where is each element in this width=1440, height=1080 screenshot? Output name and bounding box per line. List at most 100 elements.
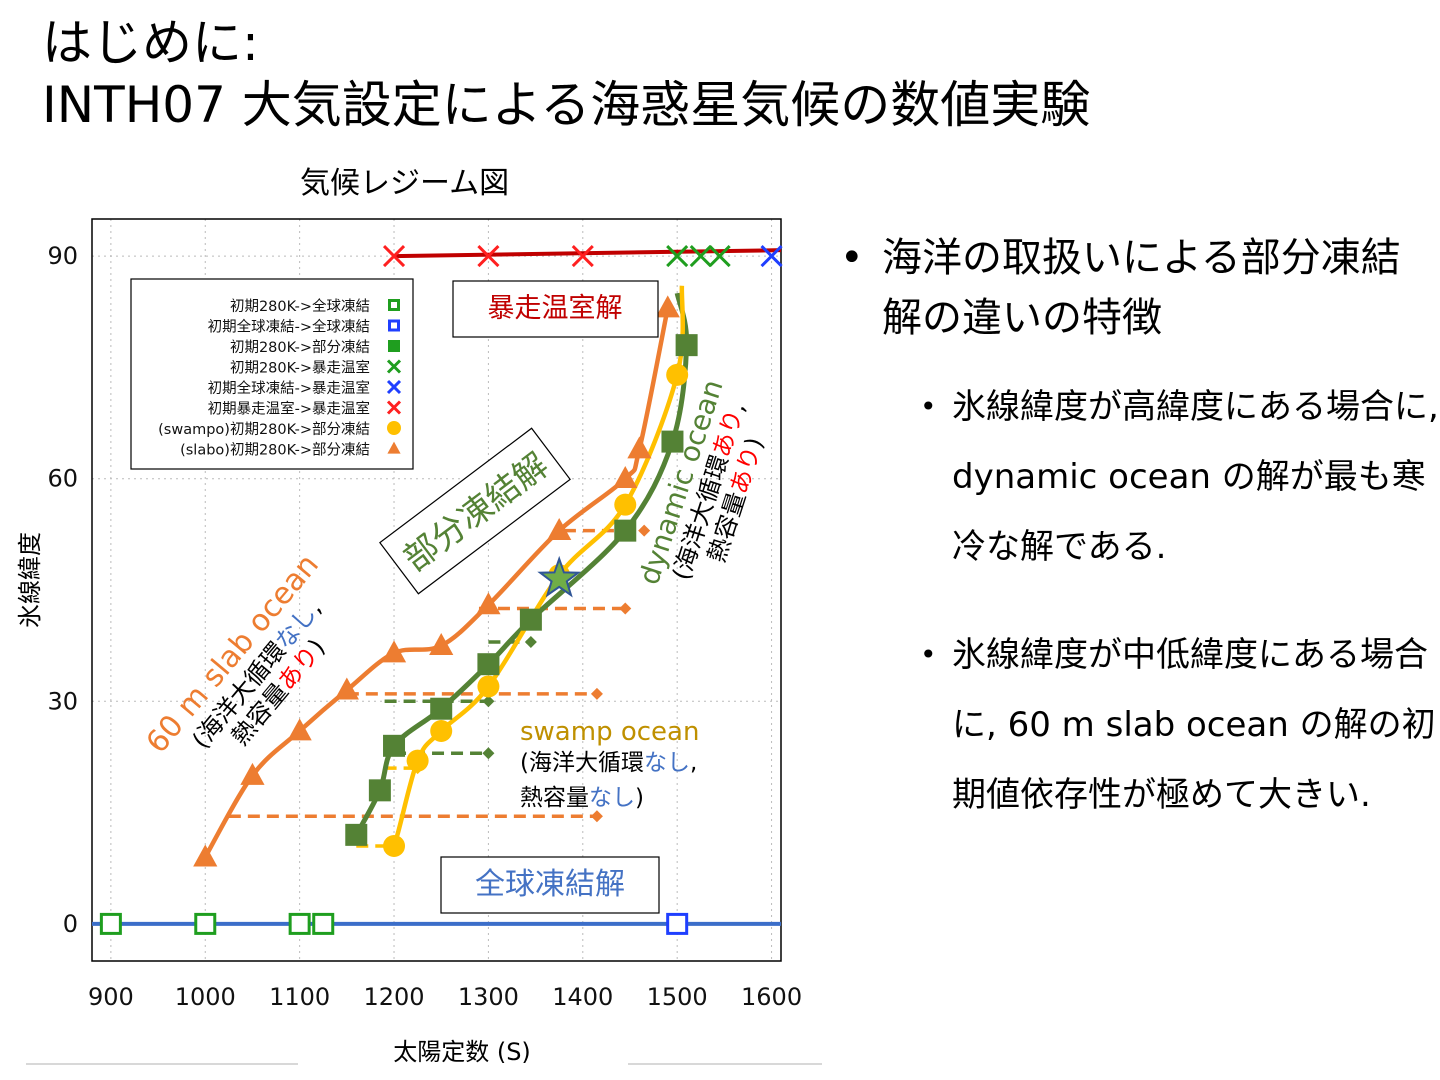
runaway-label: 暴走温室解	[488, 293, 623, 324]
hysteresis-dash-end	[638, 524, 651, 537]
hysteresis-dash-end	[590, 687, 603, 700]
legend-entry-marker	[388, 299, 400, 311]
data-marks	[99, 245, 783, 935]
data-point	[383, 834, 406, 857]
hysteresis-dash-end	[524, 635, 537, 648]
x-tick-label: 1000	[175, 983, 236, 1011]
bullet-main: 海洋の取扱いによる部分凍結解の違いの特徴	[840, 228, 1440, 348]
slide-title: はじめに: INTH07 大気設定による海惑星気候の数値実験	[42, 12, 1090, 136]
data-point	[613, 466, 638, 489]
title-line-2: INTH07 大気設定による海惑星気候の数値実験	[42, 76, 1091, 134]
bullet-sub-1: 氷線緯度が高緯度にある場合に, dynamic ocean の解が最も寒冷な解で…	[920, 372, 1440, 582]
data-point	[287, 718, 312, 741]
legend-entry-label: 初期全球凍結->暴走温室	[208, 379, 370, 397]
legend-entry-label: 初期全球凍結->全球凍結	[208, 318, 370, 336]
hysteresis-dash-end	[482, 747, 495, 760]
y-tick-label: 90	[47, 242, 78, 270]
x-tick-label: 900	[88, 983, 134, 1011]
legend-entry-marker	[387, 421, 401, 435]
partial-box	[379, 427, 571, 595]
swamp-desc-line1: (海洋大循環なし,	[520, 750, 697, 776]
chart-title: 気候レジーム図	[300, 166, 510, 201]
slab-ocean-curve	[203, 307, 670, 859]
y-tick-label: 60	[47, 465, 78, 493]
data-point	[760, 245, 783, 268]
data-point	[430, 719, 453, 742]
hysteresis-dash-end	[482, 695, 495, 708]
data-point	[666, 245, 689, 268]
x-tick-label: 1400	[552, 983, 613, 1011]
title-line-1: はじめに:	[42, 14, 259, 72]
data-point	[240, 762, 265, 785]
y-tick-label: 0	[63, 910, 78, 938]
footer-rule-left	[26, 1063, 298, 1065]
legend-entry-label: (slabo)初期280K->部分凍結	[180, 442, 370, 459]
data-point	[193, 844, 218, 867]
data-point	[666, 363, 689, 386]
legend-entry-marker	[388, 319, 400, 332]
hysteresis-dash-end	[590, 810, 603, 823]
data-point	[661, 430, 684, 453]
data-point	[614, 493, 637, 516]
data-point	[477, 653, 500, 676]
tick-labels: 900 1000 1100 1200 1300 1400 1500 1600 0 30 60 90	[47, 242, 802, 1011]
snowball-box	[440, 856, 660, 914]
bullet-list: 海洋の取扱いによる部分凍結解の違いの特徴 氷線緯度が高緯度にある場合に, dyn…	[840, 228, 1440, 830]
data-point	[477, 245, 500, 268]
data-point	[99, 912, 122, 935]
data-point	[675, 334, 698, 357]
data-point	[708, 245, 731, 268]
data-point	[312, 912, 335, 935]
legend-entry-label: 初期280K->部分凍結	[230, 339, 370, 356]
swamp-name: swamp ocean	[520, 717, 699, 747]
swamp-ocean-curve	[382, 285, 686, 855]
legend-entry-label: (swampo)初期280K->部分凍結	[158, 421, 370, 438]
data-point	[381, 640, 407, 663]
data-point	[547, 517, 572, 540]
x-tick-label: 1100	[269, 983, 330, 1011]
star-point	[537, 555, 582, 598]
data-point	[194, 912, 217, 935]
legend-entry-label: 初期280K->全球凍結	[230, 297, 370, 315]
data-point	[477, 675, 500, 698]
legend-entry-marker	[386, 400, 402, 415]
y-tick-label: 30	[47, 687, 78, 715]
data-point	[666, 912, 689, 935]
data-point	[430, 697, 453, 720]
legend-box	[130, 278, 414, 470]
data-point	[519, 608, 542, 631]
legend-entry-marker	[388, 340, 400, 352]
snowball-label: 全球凍結解	[475, 867, 625, 902]
footer-rule-right	[628, 1063, 822, 1065]
data-point	[627, 436, 652, 459]
x-tick-label: 1500	[647, 983, 708, 1011]
data-point	[382, 245, 406, 268]
data-point	[406, 749, 429, 772]
hysteresis-dash-end	[619, 602, 632, 615]
data-point	[383, 734, 406, 757]
data-point	[368, 779, 391, 802]
runaway-box	[452, 280, 659, 338]
data-point	[614, 519, 637, 542]
y-axis-label: 氷線緯度	[16, 532, 44, 628]
data-point	[689, 245, 712, 268]
legend-entry-marker	[387, 441, 401, 454]
swamp-desc-line2: 熱容量なし)	[520, 785, 644, 811]
legend-entry-marker	[386, 379, 402, 395]
data-point	[476, 592, 501, 615]
data-point	[571, 245, 594, 268]
data-point	[429, 633, 454, 655]
data-point	[334, 677, 359, 700]
legend: 初期280K->全球凍結初期全球凍結->全球凍結初期280K->部分凍結初期28…	[158, 297, 402, 459]
legend-entry-label: 初期暴走温室->暴走温室	[208, 401, 370, 418]
x-axis-label: 太陽定数 (S)	[393, 1038, 531, 1066]
legend-entry-marker	[386, 359, 402, 374]
data-point	[345, 823, 368, 846]
plot-frame	[91, 218, 782, 962]
x-tick-label: 1300	[458, 983, 519, 1011]
data-point	[655, 295, 680, 318]
data-point	[288, 912, 311, 935]
legend-entry-label: 初期280K->暴走温室	[230, 360, 370, 377]
climate-regime-chart: 900 1000 1100 1200 1300 1400 1500 1600 0 30 60 90 初…	[16, 218, 802, 1066]
x-tick-label: 1600	[741, 983, 802, 1011]
